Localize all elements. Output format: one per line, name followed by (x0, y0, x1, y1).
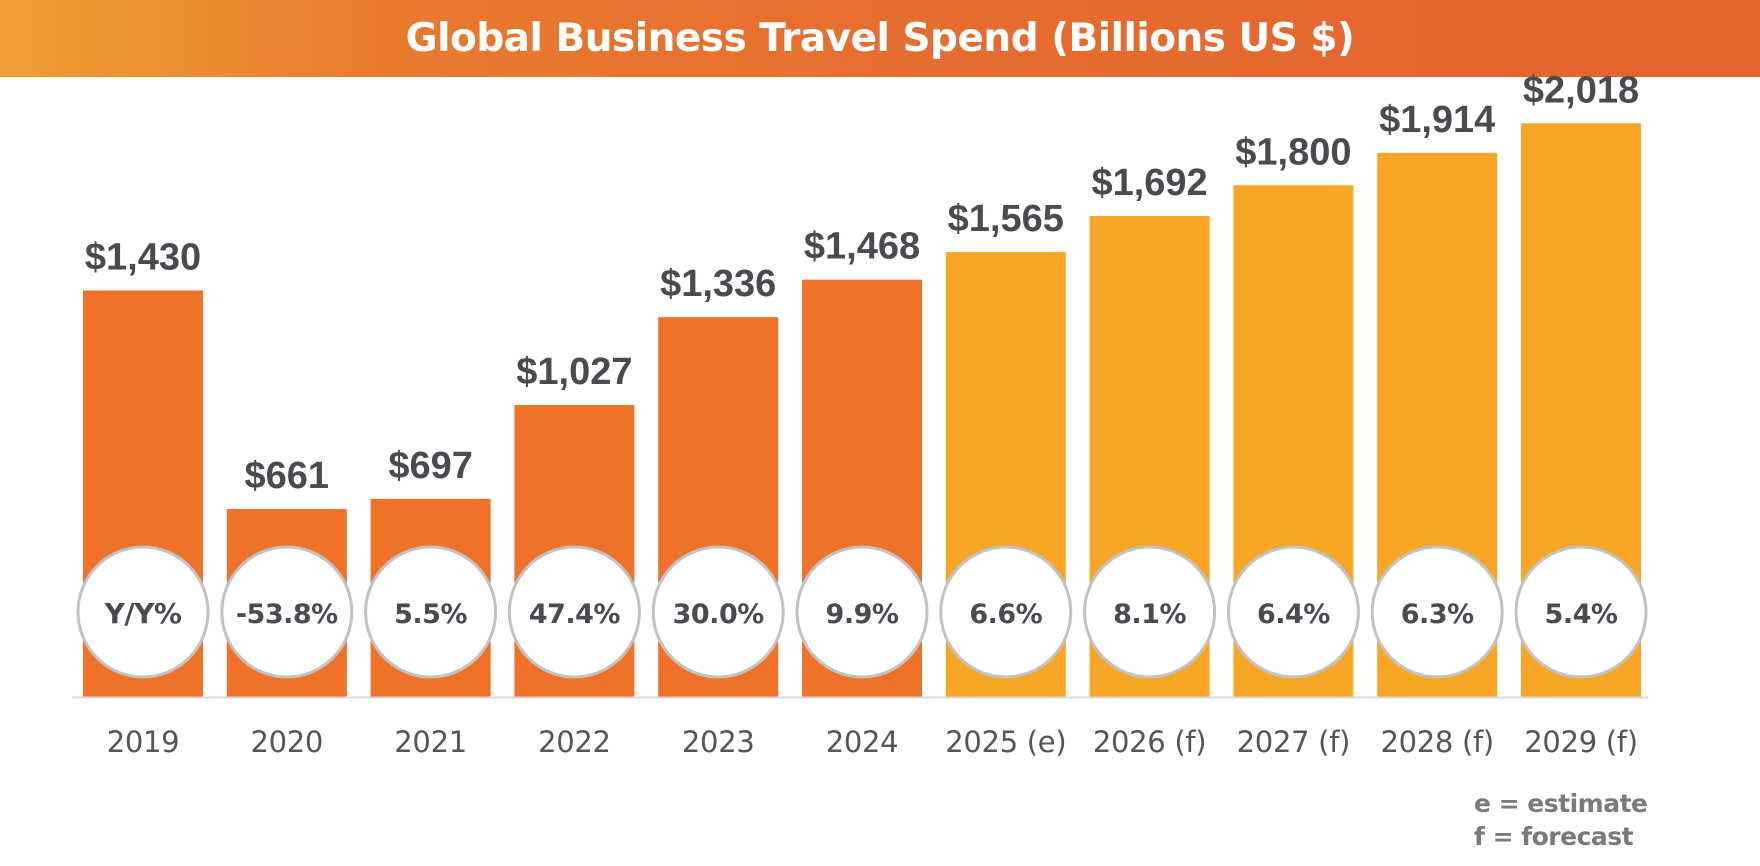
x-tick-label: 2024 (826, 725, 899, 759)
growth-bubble (1514, 545, 1648, 679)
x-tick-label: 2027 (f) (1237, 725, 1350, 759)
x-tick-label: 2020 (250, 725, 323, 759)
x-tick-label: 2025 (e) (945, 725, 1066, 759)
chart-title: Global Business Travel Spend (Billions U… (405, 16, 1355, 61)
growth-bubble-label: 5.4% (1545, 599, 1618, 630)
growth-bubble (507, 545, 641, 679)
data-label: $1,565 (948, 198, 1064, 240)
x-tick-label: 2021 (394, 725, 467, 759)
growth-bubble-label: 8.1% (1113, 599, 1186, 630)
data-label: $1,336 (660, 263, 776, 305)
x-tick-label: 2023 (682, 725, 755, 759)
growth-bubble-label: 6.6% (969, 599, 1042, 630)
growth-bubble (1370, 545, 1504, 679)
data-label: $1,468 (804, 226, 920, 268)
data-label: $1,430 (85, 236, 201, 278)
growth-bubble-label: -53.8% (236, 599, 338, 630)
growth-bubble (364, 545, 498, 679)
data-label: $697 (388, 445, 473, 487)
growth-bubble-label: 6.3% (1401, 599, 1474, 630)
growth-bubble-label: 6.4% (1257, 599, 1330, 630)
data-label: $1,800 (1235, 131, 1351, 173)
legend-forecast: f = forecast (1474, 822, 1634, 851)
growth-bubble (1083, 545, 1217, 679)
legend-estimate: e = estimate (1474, 789, 1648, 818)
title-bar (0, 0, 1760, 77)
growth-bubble (795, 545, 929, 679)
x-tick-label: 2026 (f) (1093, 725, 1206, 759)
growth-bubble (220, 545, 354, 679)
x-tick-label: 2029 (f) (1524, 725, 1637, 759)
growth-bubble-label: Y/Y% (104, 597, 182, 630)
data-label: $1,027 (516, 351, 632, 393)
growth-bubble-label: 5.5% (394, 599, 467, 630)
x-tick-label: 2028 (f) (1380, 725, 1493, 759)
growth-bubble (651, 545, 785, 679)
data-label: $1,914 (1379, 99, 1495, 141)
data-label: $1,692 (1091, 162, 1207, 204)
growth-bubble (939, 545, 1073, 679)
data-label: $661 (245, 455, 330, 497)
growth-bubble (76, 545, 210, 679)
x-tick-label: 2019 (107, 725, 180, 759)
growth-bubble-label: 30.0% (673, 599, 765, 630)
growth-bubble (1226, 545, 1360, 679)
growth-bubble-label: 47.4% (529, 599, 621, 630)
growth-bubble-label: 9.9% (826, 599, 899, 630)
data-label: $2,018 (1523, 69, 1639, 111)
x-tick-label: 2022 (538, 725, 611, 759)
